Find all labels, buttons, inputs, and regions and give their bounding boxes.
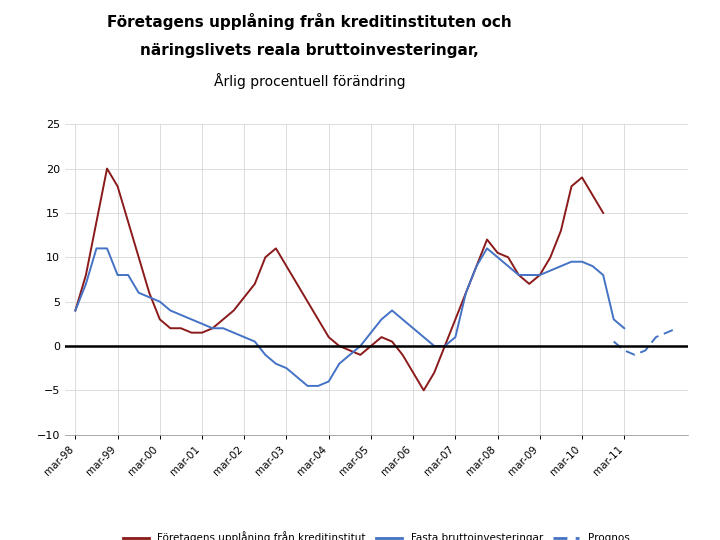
Text: ✿❀✿
✦ ✦: ✿❀✿ ✦ ✦: [652, 35, 676, 57]
Text: Källor: SCB och Riksbanken: Källor: SCB och Riksbanken: [562, 522, 706, 532]
Text: näringslivets reala bruttoinvesteringar,: näringslivets reala bruttoinvesteringar,: [140, 43, 479, 58]
Text: SVERIGES
RIKSBANK: SVERIGES RIKSBANK: [642, 73, 686, 93]
Text: Företagens upplåning från kreditinstituten och: Företagens upplåning från kreditinstitut…: [107, 14, 512, 30]
Text: Diagram 2:17: Diagram 2:17: [14, 522, 86, 532]
Text: Årlig procentuell förändring: Årlig procentuell förändring: [214, 73, 405, 89]
Legend: Företagens upplåning från kreditinstitut, Fasta bruttoinvesteringar, Prognos: Företagens upplåning från kreditinstitut…: [119, 527, 634, 540]
